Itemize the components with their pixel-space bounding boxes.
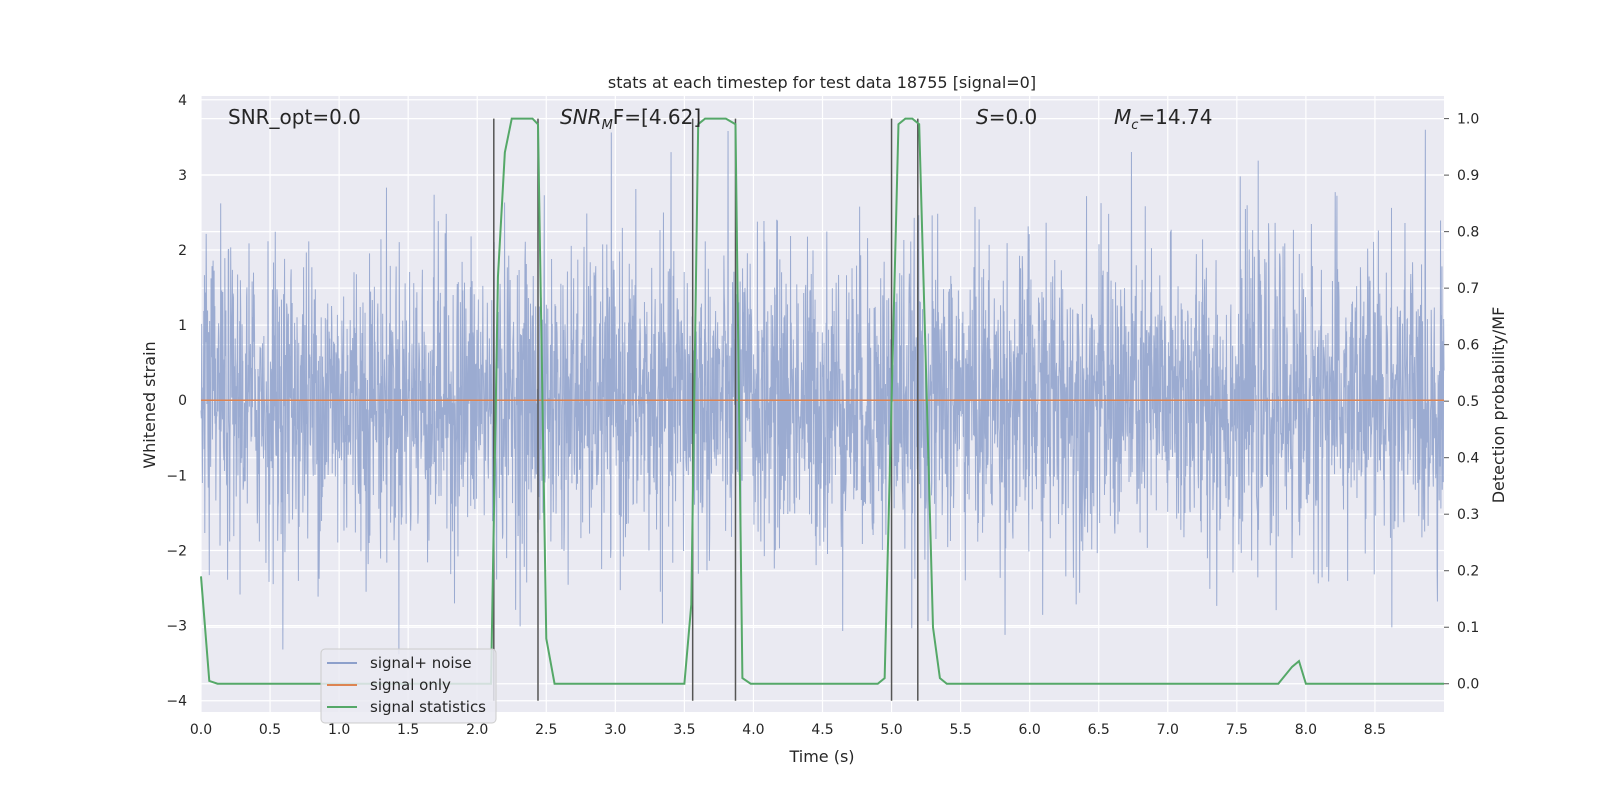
x-tick-label: 7.0 (1157, 722, 1179, 738)
annotation-snr-mf: SNRMF=[4.62] (560, 105, 701, 133)
y-right-tick-label: 0.7 (1457, 281, 1479, 297)
x-tick-label: 5.5 (949, 722, 971, 738)
x-tick-label: 8.5 (1364, 722, 1386, 738)
x-tick-label: 5.0 (880, 722, 902, 738)
y-left-tick-label: −1 (166, 468, 187, 484)
y-right-tick-label: 0.3 (1457, 507, 1479, 523)
x-tick-label: 4.5 (811, 722, 833, 738)
y-left-tick-label: 4 (178, 93, 187, 109)
signal-statistics-line (200, 117, 1444, 685)
legend-box (320, 648, 497, 724)
x-tick-label: 7.5 (1226, 722, 1248, 738)
y-right-tick-label: 0.1 (1457, 620, 1479, 636)
x-tick-label: 3.0 (604, 722, 626, 738)
x-tick-label: 2.5 (535, 722, 557, 738)
y-left-tick-label: 3 (178, 168, 187, 184)
legend: signal+ noise signal only signal statist… (320, 648, 497, 724)
legend-label-signal-only: signal only (370, 676, 451, 694)
y-right-tick-label: 1.0 (1457, 112, 1479, 128)
y-left-tick-label: −4 (166, 694, 187, 710)
tick-labels: 0.0 0.5 1.0 1.5 2.0 2.5 3.0 3.5 4.0 4.5 5.0 5.5 6.0 6… (166, 93, 1479, 738)
x-tick-label: 6.5 (1088, 722, 1110, 738)
annotation-mc: Mc=14.74 (1114, 105, 1212, 133)
x-tick-label: 1.0 (328, 722, 350, 738)
y-right-tick-label: 0.6 (1457, 338, 1479, 354)
x-tick-label: 0.0 (190, 722, 212, 738)
chart-title: stats at each timestep for test data 187… (608, 73, 1036, 92)
y-right-tick-label: 0.2 (1457, 564, 1479, 580)
y-left-tick-label: 1 (178, 318, 187, 334)
x-tick-label: 4.0 (742, 722, 764, 738)
x-tick-label: 6.0 (1019, 722, 1041, 738)
x-tick-label: 8.0 (1295, 722, 1317, 738)
y-left-tick-label: −2 (166, 543, 187, 559)
signal-statistics-series (200, 117, 1444, 685)
annotation-snr-opt: SNR_opt=0.0 (228, 105, 361, 129)
x-axis-label: Time (s) (788, 747, 854, 766)
annotation-s: S=0.0 (976, 105, 1037, 129)
y-left-tick-label: −3 (166, 619, 187, 635)
x-tick-label: 2.0 (466, 722, 488, 738)
signal-noise-series (200, 129, 1445, 655)
legend-label-signal-statistics: signal statistics (370, 698, 486, 716)
x-tick-label: 1.5 (397, 722, 419, 738)
y-axis-label-left: Whitened strain (140, 341, 159, 468)
signal-noise-line (200, 129, 1445, 655)
y-right-tick-label: 0.5 (1457, 394, 1479, 410)
y-right-tick-label: 0.9 (1457, 168, 1479, 184)
y-axis-label-right: Detection probability/MF (1489, 307, 1508, 504)
legend-label-signal-noise: signal+ noise (370, 654, 472, 672)
x-tick-label: 0.5 (259, 722, 281, 738)
y-right-tick-label: 0.8 (1457, 225, 1479, 241)
y-left-tick-label: 0 (178, 393, 187, 409)
y-left-tick-label: 2 (178, 243, 187, 259)
y-right-tick-label: 0.0 (1457, 677, 1479, 693)
x-tick-label: 3.5 (673, 722, 695, 738)
y-right-tick-label: 0.4 (1457, 451, 1479, 467)
